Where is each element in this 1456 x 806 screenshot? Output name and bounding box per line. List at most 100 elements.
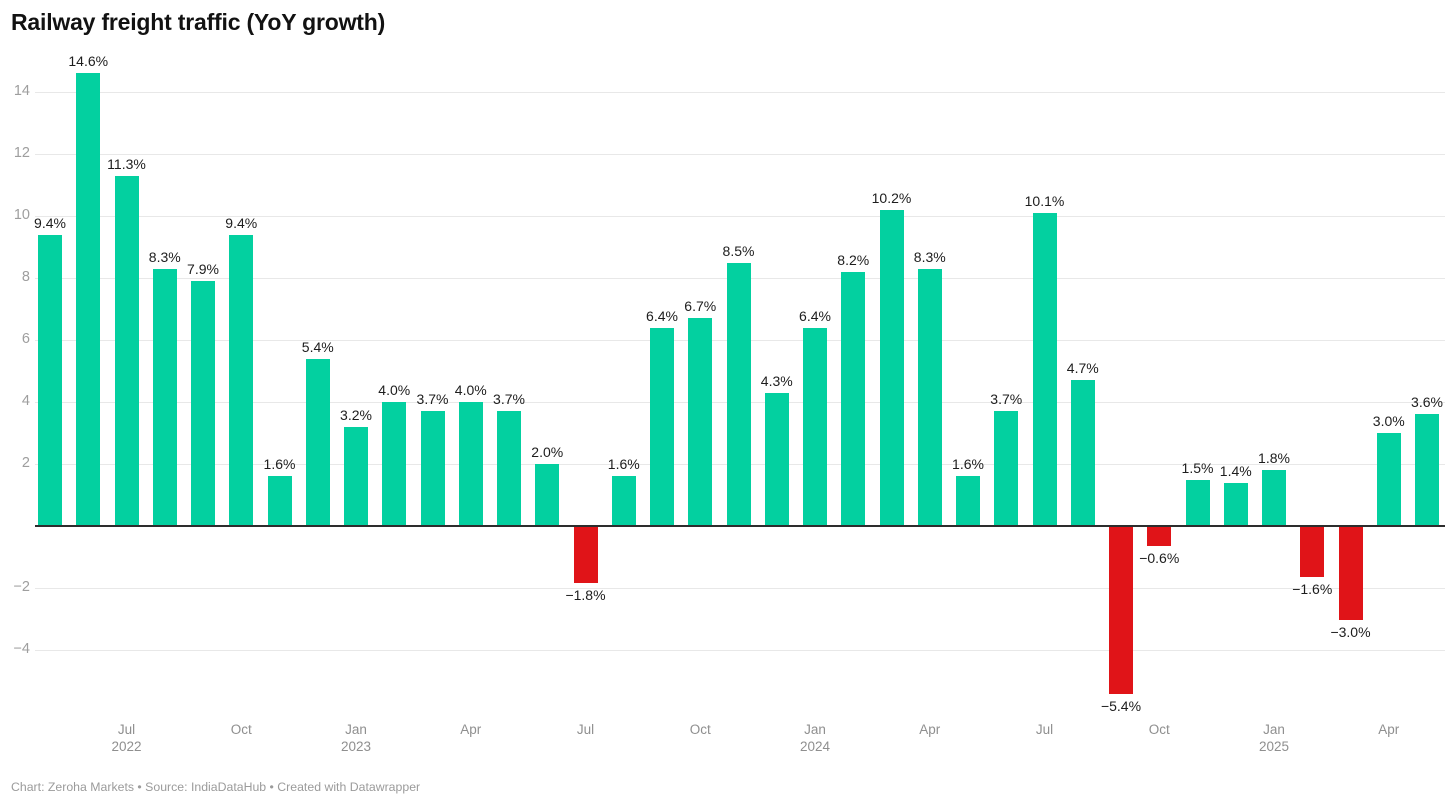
y-axis-tick-label: 14 [13, 83, 30, 99]
bar-jun-2022 [76, 73, 101, 526]
x-axis-year-label: 2022 [111, 739, 142, 754]
bar-value-label: 8.3% [913, 248, 946, 265]
bar-value-label: 4.3% [760, 372, 793, 389]
bar-value-label: 9.4% [34, 214, 66, 231]
bar-jun-2023 [535, 464, 560, 526]
x-axis-month-label: Jan [804, 722, 826, 737]
bar-apr-2025 [1376, 433, 1401, 526]
y-axis-tick-label: 10 [13, 207, 30, 223]
bar-value-label: 8.2% [837, 251, 870, 268]
bar-may-2022 [38, 234, 62, 526]
x-axis-month-label: Apr [1378, 722, 1400, 737]
x-axis-year-label: 2023 [340, 739, 372, 754]
bar-mar-2023 [420, 411, 445, 526]
x-axis-month-label: Jan [1263, 722, 1285, 737]
bar-dec-2024 [1223, 482, 1248, 526]
bar-apr-2024 [917, 268, 942, 526]
bar-jan-2023 [344, 426, 368, 526]
bar-value-label: 3.2% [340, 406, 372, 423]
x-axis-month-label: Apr [460, 722, 482, 737]
bar-feb-2023 [382, 402, 407, 526]
bar-value-label: −1.8% [565, 586, 606, 603]
y-axis-tick-label: 8 [21, 269, 30, 285]
chart-title: Railway freight traffic (YoY growth) [11, 9, 386, 35]
bar-apr-2023 [458, 402, 483, 526]
bar-oct-2024 [1147, 527, 1172, 546]
bar-oct-2023 [688, 318, 713, 526]
y-gridline [35, 92, 1445, 93]
bar-value-label: 3.7% [416, 391, 449, 408]
bar-value-label: 9.4% [225, 214, 258, 231]
bar-may-2023 [497, 411, 521, 526]
x-axis-month-label: Apr [919, 722, 941, 737]
bar-value-label: 3.7% [493, 391, 525, 408]
bar-value-label: 14.6% [68, 53, 109, 70]
x-axis-month-label: Oct [689, 722, 711, 737]
x-axis-year-label: 2024 [799, 739, 831, 754]
x-axis-month-label: Jul [576, 722, 595, 737]
y-gridline [35, 154, 1445, 155]
bar-value-label: 1.4% [1219, 462, 1252, 479]
bar-nov-2022 [267, 476, 292, 526]
x-axis-month-label: Jul [1035, 722, 1054, 737]
bar-feb-2024 [841, 271, 866, 526]
bar-value-label: −0.6% [1139, 549, 1180, 566]
bar-value-label: 2.0% [531, 444, 564, 460]
y-gridline [35, 588, 1445, 589]
bar-value-label: 3.0% [1372, 413, 1405, 429]
x-axis-month-label: Jan [345, 722, 367, 737]
bar-value-label: 6.4% [799, 307, 831, 324]
bar-value-label: 4.7% [1066, 360, 1099, 377]
x-axis-month-label: Oct [1148, 722, 1170, 737]
bar-mar-2024 [879, 209, 904, 526]
bar-value-label: 7.9% [187, 261, 219, 278]
bar-value-label: 1.6% [263, 456, 296, 473]
bar-dec-2023 [764, 392, 789, 526]
x-axis-year-label: 2025 [1258, 739, 1290, 754]
bar-sep-2023 [650, 327, 674, 526]
bar-nov-2024 [1185, 479, 1210, 526]
bar-value-label: 1.8% [1258, 450, 1290, 467]
bar-sep-2024 [1109, 527, 1133, 695]
bar-oct-2022 [229, 234, 254, 526]
bar-value-label: 4.0% [378, 382, 411, 398]
bar-sep-2022 [191, 281, 215, 526]
bar-value-label: 1.6% [607, 456, 640, 473]
bar-value-label: 8.3% [148, 248, 181, 265]
bar-dec-2022 [305, 358, 330, 526]
bar-aug-2022 [152, 268, 177, 526]
chart-footer: Chart: Zeroha Markets • Source: IndiaDat… [11, 780, 421, 794]
bar-value-label: 8.5% [722, 242, 755, 259]
bar-value-label: 5.4% [301, 338, 334, 355]
bar-jan-2025 [1262, 470, 1286, 526]
x-axis-baseline [35, 525, 1445, 527]
bar-aug-2023 [611, 476, 636, 526]
y-axis-tick-label: 6 [21, 331, 30, 347]
bar-jul-2022 [114, 175, 139, 526]
bar-value-label: 11.3% [107, 155, 146, 172]
x-axis-month-label: Oct [230, 722, 252, 737]
y-axis-tick-label: 2 [21, 455, 30, 471]
bar-value-label: −5.4% [1100, 698, 1142, 715]
bar-nov-2023 [726, 262, 751, 526]
bar-value-label: −3.0% [1330, 624, 1371, 640]
bar-value-label: 6.4% [646, 307, 678, 324]
bar-value-label: 6.7% [684, 298, 717, 315]
y-axis-tick-label: −4 [13, 641, 30, 657]
x-axis-month-label: Jul [117, 722, 136, 737]
y-axis-tick-label: −2 [13, 579, 30, 595]
bar-feb-2025 [1300, 527, 1325, 577]
bar-value-label: 3.6% [1411, 394, 1443, 411]
bar-aug-2024 [1070, 380, 1095, 526]
bar-jun-2024 [994, 411, 1019, 526]
y-axis-tick-label: 12 [13, 145, 30, 161]
bar-mar-2025 [1338, 527, 1363, 620]
y-gridline [35, 650, 1445, 651]
bar-jan-2024 [803, 327, 827, 526]
bar-jul-2024 [1032, 212, 1057, 526]
bar-value-label: 3.7% [990, 391, 1023, 408]
bar-may-2024 [956, 476, 980, 526]
bar-value-label: 1.6% [952, 456, 984, 473]
bar-value-label: −1.6% [1292, 580, 1333, 597]
